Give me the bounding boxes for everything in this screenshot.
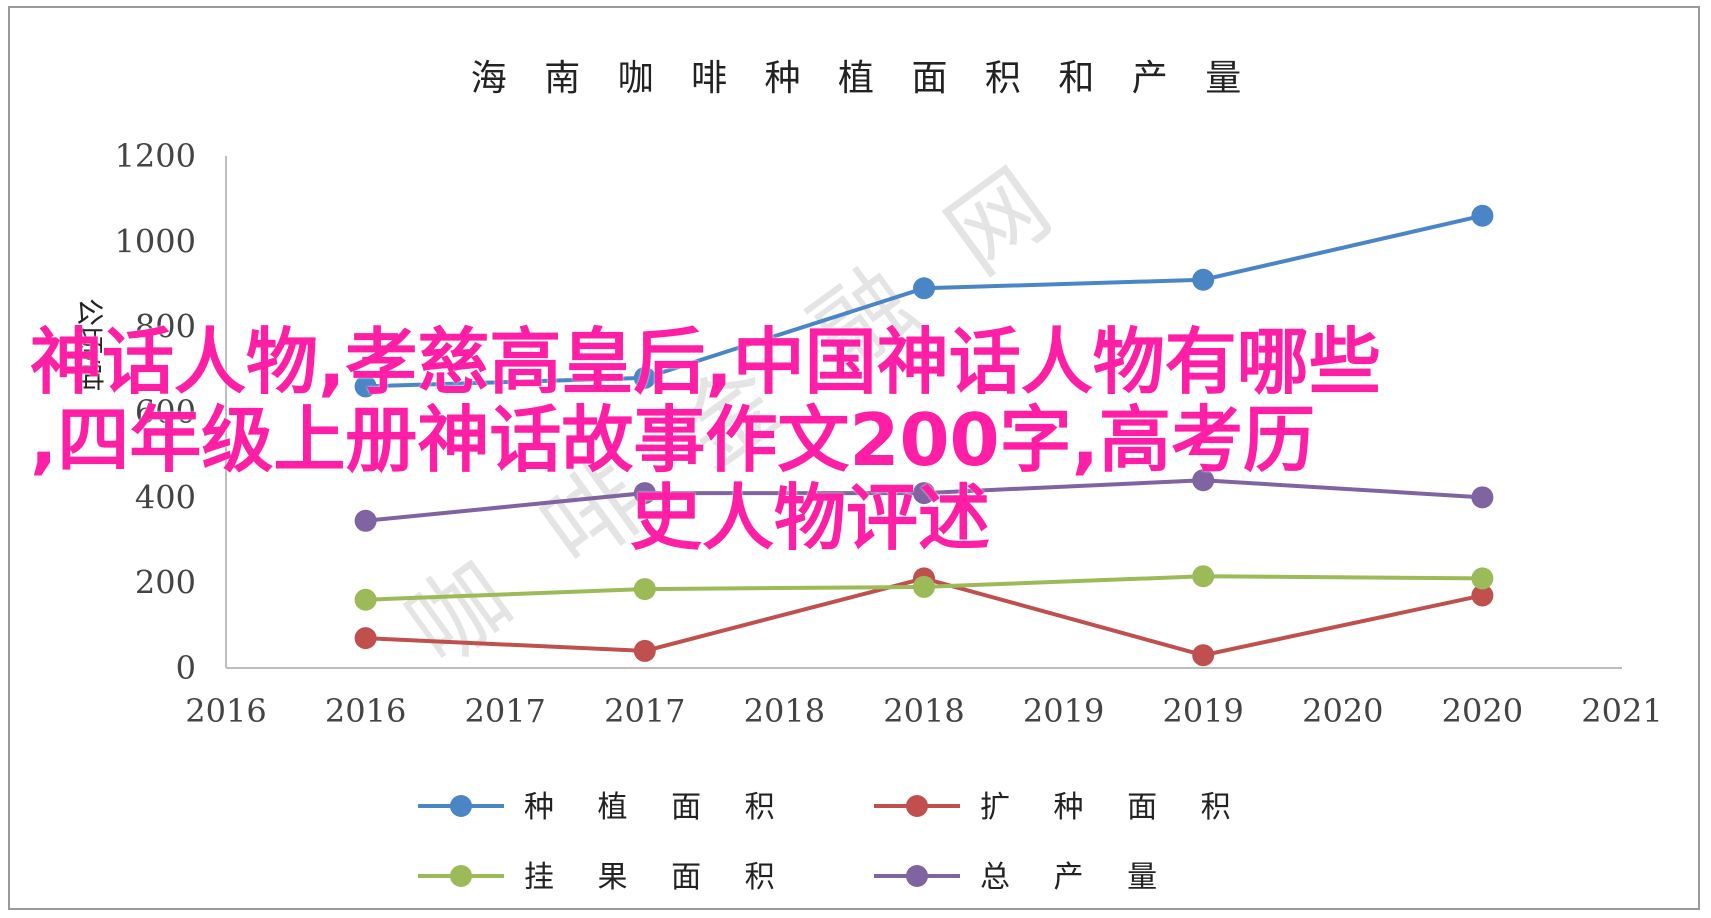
x-tick-label: 2017 bbox=[464, 692, 545, 730]
data-point bbox=[354, 375, 377, 398]
data-point bbox=[1471, 204, 1494, 227]
line-chart: 海 南 咖 啡 种 植 面 积 和 产 量 公顷/吨 0 200 400 600 800… bbox=[73, 58, 1663, 895]
x-tick-label: 2016 bbox=[325, 692, 406, 730]
data-point bbox=[1192, 644, 1215, 667]
x-tick-label: 2019 bbox=[1023, 692, 1104, 730]
chart-frame: 海 南 咖 啡 种 植 面 积 和 产 量 公顷/吨 0 200 400 600 800… bbox=[8, 6, 1700, 910]
data-point bbox=[1471, 486, 1494, 509]
data-point bbox=[633, 482, 656, 505]
data-point bbox=[354, 627, 377, 650]
legend-swatch-marker bbox=[906, 865, 928, 887]
overlay-headline-3: 史人物评述 bbox=[630, 476, 991, 560]
legend-label: 挂 果 面 积 bbox=[524, 860, 775, 895]
axes: 0 200 400 600 800 1000 1200 2016 2016 2017 2017 201… bbox=[115, 137, 1663, 730]
y-tick-label: 600 bbox=[135, 393, 196, 431]
legend: 种 植 面 积 扩 种 面 积挂 果 面 积 总 产 量 bbox=[418, 790, 1231, 895]
data-point bbox=[633, 578, 656, 601]
x-tick-label: 2016 bbox=[185, 692, 266, 730]
legend-label: 种 植 面 积 bbox=[524, 790, 775, 825]
x-tick-label: 2017 bbox=[604, 692, 685, 730]
y-tick-label: 1000 bbox=[115, 222, 196, 260]
x-tick-label: 2018 bbox=[883, 692, 964, 730]
y-tick-label: 400 bbox=[135, 478, 196, 516]
y-tick-label: 800 bbox=[135, 308, 196, 346]
y-tick-label: 0 bbox=[176, 649, 196, 687]
data-point bbox=[354, 509, 377, 532]
legend-swatch-marker bbox=[450, 795, 472, 817]
data-point bbox=[913, 277, 935, 300]
legend-label: 总 产 量 bbox=[980, 860, 1157, 895]
overlay-headline-1: 神话人物,孝慈高皇后,中国神话人物有哪些 bbox=[30, 320, 1381, 404]
data-point bbox=[354, 588, 377, 611]
data-point bbox=[633, 639, 656, 662]
data-point bbox=[913, 575, 935, 598]
data-point bbox=[633, 366, 656, 389]
data-point bbox=[1192, 268, 1215, 291]
series-group bbox=[354, 204, 1494, 667]
y-tick-label: 1200 bbox=[115, 137, 196, 175]
x-tick-label: 2018 bbox=[744, 692, 825, 730]
data-point bbox=[1471, 584, 1494, 607]
legend-swatch-marker bbox=[906, 795, 928, 817]
y-axis-label: 公顷/吨 bbox=[73, 298, 106, 391]
x-tick-label: 2019 bbox=[1162, 692, 1243, 730]
y-tick-label: 200 bbox=[135, 564, 196, 602]
data-point bbox=[1471, 567, 1494, 590]
data-point bbox=[1192, 469, 1215, 492]
overlay-headline-2: ,四年级上册神话故事作文200字,高考历 bbox=[30, 398, 1315, 482]
legend-label: 扩 种 面 积 bbox=[980, 790, 1231, 825]
x-tick-label: 2020 bbox=[1442, 692, 1523, 730]
legend-swatch-marker bbox=[450, 865, 472, 887]
chart-title: 海 南 咖 啡 种 植 面 积 和 产 量 bbox=[471, 58, 1241, 99]
x-tick-label: 2020 bbox=[1302, 692, 1383, 730]
data-point bbox=[913, 482, 935, 505]
x-tick-label: 2021 bbox=[1581, 692, 1662, 730]
data-point bbox=[1192, 565, 1215, 588]
